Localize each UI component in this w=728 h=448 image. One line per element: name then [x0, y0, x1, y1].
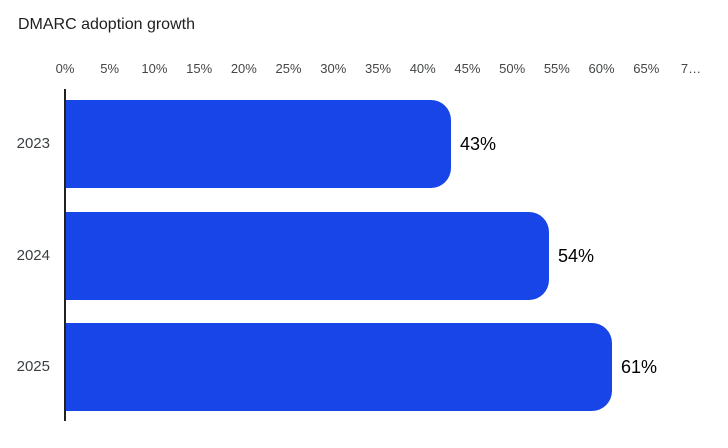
value-label: 54% — [558, 245, 595, 266]
x-tick-label: 15% — [186, 61, 213, 76]
value-label: 43% — [460, 134, 497, 154]
x-tick-label: 30% — [320, 61, 347, 76]
plot-area: 2023 43% 2024 54% 2025 61% — [0, 89, 728, 422]
x-tick-label: 45% — [454, 61, 481, 76]
value-label: 61% — [621, 357, 658, 377]
x-axis: 0% 5% 10% 15% 20% 25% 30% 35% 40% 45% 50% 55% 60% 65%… — [0, 61, 728, 77]
bar-2024 — [66, 211, 549, 300]
x-tick-label: 25% — [275, 61, 302, 76]
x-tick-label: 50% — [499, 61, 526, 76]
x-tick-label: 35% — [364, 61, 392, 76]
x-tick-label: 7… — [680, 61, 702, 76]
x-tick-label: 10% — [141, 61, 168, 76]
x-tick-label: 40% — [409, 61, 436, 76]
y-axis-line — [64, 89, 66, 421]
bar-2023 — [66, 100, 451, 188]
category-label: 2025 — [16, 358, 50, 375]
x-tick-label: 55% — [543, 61, 570, 76]
x-tick-label: 65% — [633, 61, 660, 76]
bar-2025 — [66, 323, 612, 411]
x-tick-label: 60% — [588, 61, 615, 76]
x-tick-label: 20% — [230, 61, 257, 76]
x-tick-label: 0% — [55, 61, 75, 76]
category-label: 2024 — [16, 246, 50, 264]
x-tick-label: 5% — [100, 61, 120, 76]
category-label: 2023 — [16, 135, 50, 152]
chart-title: DMARC adoption growth — [18, 16, 195, 33]
